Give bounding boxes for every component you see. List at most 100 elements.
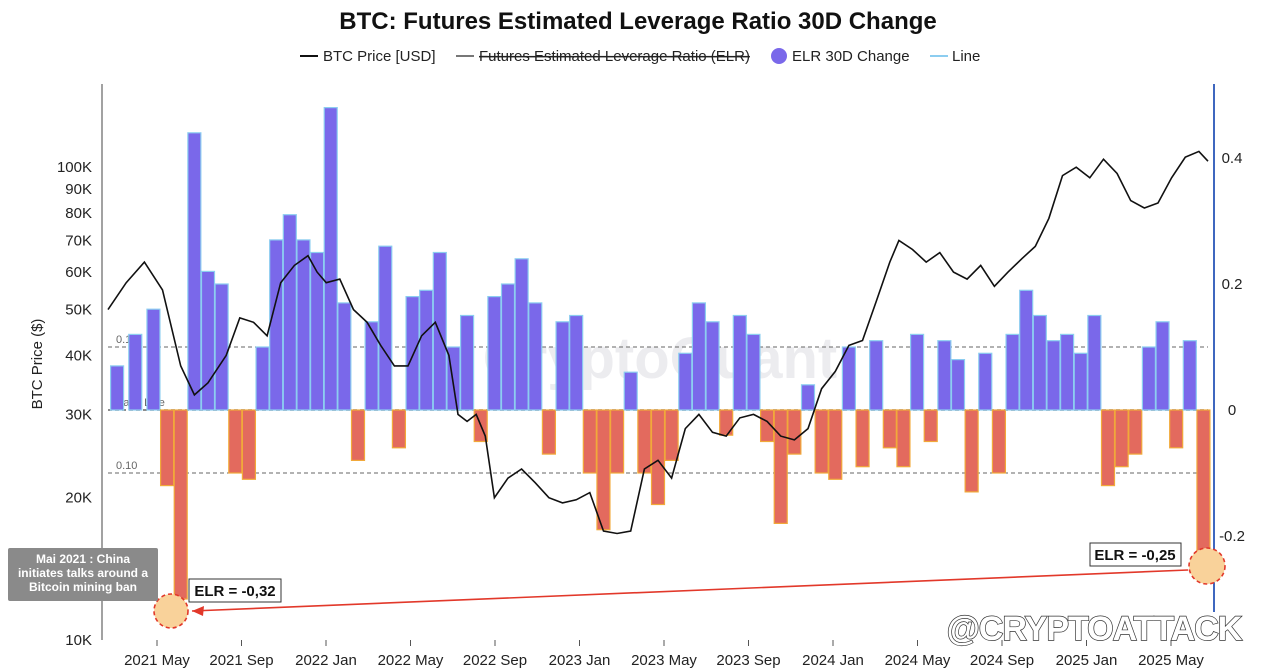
legend-item[interactable]: BTC Price [USD] [300, 48, 436, 65]
legend-item[interactable]: Futures Estimated Leverage Ratio (ELR) [456, 48, 750, 65]
y-tick-label: 70K [65, 232, 92, 249]
callout-box [188, 578, 282, 603]
elr-bar [1073, 352, 1088, 411]
elr-bar [800, 384, 816, 411]
y-tick-label: 60K [65, 264, 92, 281]
elr-bar [650, 409, 666, 506]
legend[interactable]: BTC Price [USD] Futures Estimated Leverag… [300, 48, 980, 65]
chart-title: BTC: Futures Estimated Leverage Ratio 30… [339, 8, 936, 35]
elr-bar [596, 409, 611, 531]
elr-bar [1128, 409, 1143, 455]
elr-bar [664, 409, 679, 462]
elr-bar [159, 409, 175, 487]
x-tick-label: 2023 Jan [549, 652, 611, 669]
legend-label: ELR 30D Change [792, 48, 910, 65]
elr-bar [896, 409, 911, 468]
elr-bar [528, 302, 543, 411]
elr-bar [500, 283, 516, 411]
elr-bar [719, 409, 734, 436]
callout-text: ELR = -0,25 [1094, 547, 1175, 564]
callout-arrow [191, 569, 1189, 612]
y-tick-label: 100K [57, 159, 92, 176]
elr-bar [678, 352, 693, 411]
elr-bar [937, 340, 952, 411]
elr-bar [173, 409, 188, 600]
elr-bar [841, 346, 857, 411]
callout-text: ELR = -0,32 [194, 583, 275, 600]
legend-label: BTC Price [USD] [323, 48, 436, 65]
x-tick-label: 2024 May [885, 652, 951, 669]
elr-bar [1005, 333, 1020, 411]
elr-bar [128, 333, 143, 411]
elr-bar [296, 239, 311, 411]
elr-bar [391, 409, 407, 449]
elr-bar [569, 314, 584, 411]
x-tick-label: 2023 May [631, 652, 697, 669]
elr-bar [459, 314, 475, 411]
elr-bar [882, 409, 897, 449]
elr-bar [978, 352, 993, 411]
elr-bar [200, 270, 216, 411]
callout-arrowhead [192, 606, 204, 616]
elr-bar [514, 258, 529, 411]
elr-bar [1169, 409, 1184, 449]
elr-bar [337, 302, 352, 411]
axes-group: 10K 20K 30K 40K 50K 60K 70K 80K 90K 100K -0.2 0 0.2 0… [57, 84, 1245, 669]
x-tick-label: 2025 Jan [1056, 652, 1118, 669]
handle-watermark: @CRYPTOATTACK [947, 610, 1243, 648]
elr-bar [282, 214, 297, 411]
elr-bar [555, 321, 570, 411]
elr-bar [1046, 340, 1061, 411]
y-right-tick-label: 0.2 [1222, 276, 1243, 293]
x-tick-label: 2021 Sep [209, 652, 273, 669]
elr-bar [419, 289, 434, 411]
elr-bar [146, 308, 161, 411]
y-right-tick-label: -0.2 [1219, 528, 1245, 545]
elr-bar [309, 251, 325, 411]
elr-bar [1114, 409, 1129, 468]
note-text: Mai 2021 : China [36, 552, 130, 566]
elr-bar [991, 409, 1007, 474]
x-tick-label: 2021 May [124, 652, 190, 669]
elr-bar [1141, 346, 1157, 411]
elr-bar [487, 296, 502, 411]
callout-ring [153, 593, 189, 629]
legend-swatch [771, 48, 787, 64]
elr-bar [637, 409, 652, 474]
btc-price-line [107, 150, 1209, 535]
x-tick-label: 2024 Sep [970, 652, 1034, 669]
reference-line-label: 0.10 [116, 460, 137, 472]
y-tick-label: 50K [65, 302, 92, 319]
legend-item[interactable]: Line [930, 48, 980, 65]
elr-bar [1155, 321, 1170, 411]
elr-bar [732, 314, 747, 411]
elr-bar [269, 239, 284, 411]
elr-bar [228, 409, 243, 474]
elr-bar [705, 321, 720, 411]
note-box [8, 548, 158, 601]
elr-bar [405, 296, 420, 411]
elr-bar [187, 132, 202, 411]
elr-bar [623, 371, 638, 411]
elr-bar [214, 283, 229, 411]
y-tick-label: 20K [65, 490, 92, 507]
elr-bar [855, 409, 870, 468]
elr-bar [691, 302, 707, 411]
y-axis-title: BTC Price ($) [29, 319, 46, 410]
note-text: Bitcoin mining ban [29, 580, 137, 594]
callout-box [1089, 542, 1182, 567]
y-right-tick-label: 0.4 [1222, 150, 1243, 167]
elr-bar [1087, 314, 1102, 411]
elr-bar [582, 409, 597, 474]
x-tick-label: 2022 May [378, 652, 444, 669]
legend-label: Line [952, 48, 980, 65]
x-tick-label: 2023 Sep [716, 652, 780, 669]
elr-bar [323, 106, 338, 411]
elr-bar [364, 321, 379, 411]
legend-item[interactable]: ELR 30D Change [771, 48, 910, 65]
legend-label: Futures Estimated Leverage Ratio (ELR) [479, 48, 750, 65]
bars-group [109, 106, 1211, 600]
elr-bar [241, 409, 257, 480]
elr-bar [1032, 314, 1047, 411]
